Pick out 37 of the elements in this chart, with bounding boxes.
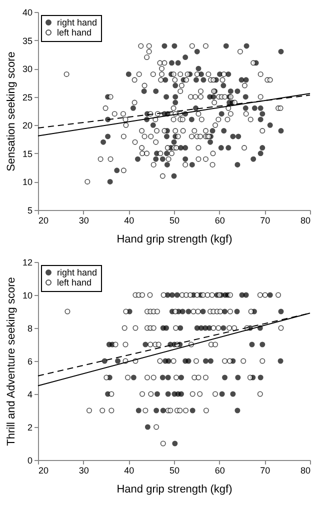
x-tick-label: 60 <box>214 216 225 226</box>
x-tick-label: 30 <box>78 216 89 226</box>
x-tick-label: 20 <box>38 466 49 476</box>
x-tick-label: 50 <box>169 466 180 476</box>
y-axis-title: Sensation seeking score <box>5 52 18 172</box>
x-tick-label: 50 <box>169 216 180 226</box>
x-tick-label: 80 <box>300 216 310 226</box>
y-tick-label: 12 <box>22 258 32 268</box>
x-axis-title: Hand grip strength (kgf) <box>116 484 232 496</box>
y-tick-label: 30 <box>22 64 32 74</box>
y-tick-label: 40 <box>22 8 32 18</box>
x-tick-label: 30 <box>78 466 89 476</box>
x-tick-label: 60 <box>214 466 225 476</box>
y-tick-label: 4 <box>27 390 32 400</box>
legend-label: left hand <box>57 278 92 288</box>
y-tick-label: 10 <box>22 290 32 300</box>
legend-label: right hand <box>57 18 98 28</box>
y-tick-label: 8 <box>27 324 32 334</box>
y-tick-label: 0 <box>27 456 32 466</box>
x-tick-label: 80 <box>300 466 310 476</box>
x-tick-label: 20 <box>38 216 49 226</box>
legend-label: left hand <box>57 28 92 38</box>
x-tick-label: 70 <box>260 466 270 476</box>
y-tick-label: 20 <box>22 120 32 131</box>
x-tick-label: 40 <box>124 216 134 226</box>
y-tick-label: 25 <box>22 92 32 102</box>
y-tick-label: 2 <box>27 422 32 432</box>
x-axis-title: Hand grip strength (kgf) <box>116 234 232 246</box>
y-tick-label: 35 <box>22 36 32 46</box>
y-tick-label: 10 <box>22 177 32 188</box>
legend-label: right hand <box>57 268 98 278</box>
x-tick-label: 40 <box>124 466 134 476</box>
y-tick-label: 6 <box>27 356 32 366</box>
y-axis-title: Thrill and Adventure seeking score <box>5 277 18 446</box>
y-tick-label: 5 <box>27 206 32 216</box>
x-tick-label: 70 <box>260 216 270 226</box>
y-tick-label: 15 <box>22 148 32 159</box>
